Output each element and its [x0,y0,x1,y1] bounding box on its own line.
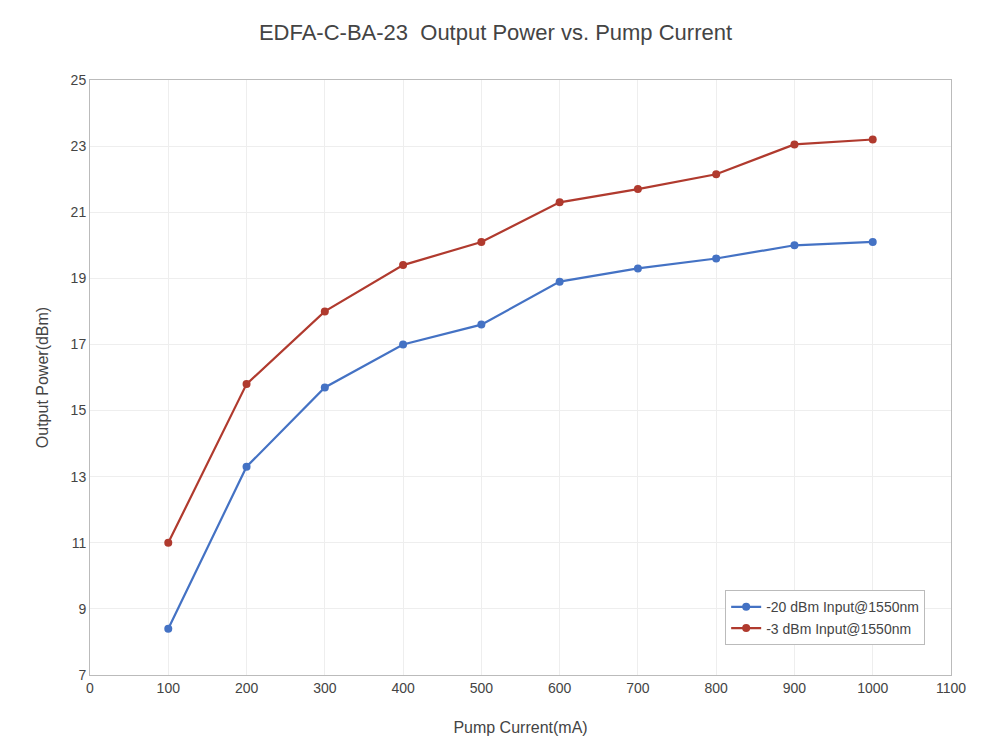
svg-text:EDFA-C-BA-23 Output Power vs.: EDFA-C-BA-23 Output Power vs. Pump Curre… [259,20,732,45]
svg-text:0: 0 [86,680,94,696]
svg-text:-3 dBm Input@1550nm: -3 dBm Input@1550nm [766,621,911,637]
svg-text:600: 600 [548,680,572,696]
svg-text:800: 800 [705,680,729,696]
svg-text:23: 23 [71,138,87,154]
svg-text:17: 17 [71,336,87,352]
svg-text:900: 900 [783,680,807,696]
svg-text:1100: 1100 [936,680,966,696]
svg-text:100: 100 [157,680,181,696]
svg-text:Output Power(dBm): Output Power(dBm) [34,307,51,448]
svg-text:13: 13 [71,469,87,485]
svg-text:300: 300 [313,680,337,696]
svg-text:19: 19 [71,270,87,286]
svg-text:700: 700 [626,680,650,696]
svg-text:9: 9 [78,601,86,617]
svg-text:1000: 1000 [857,680,888,696]
svg-text:Pump Current(mA): Pump Current(mA) [453,719,587,736]
svg-text:400: 400 [391,680,415,696]
svg-text:15: 15 [71,402,87,418]
svg-text:500: 500 [470,680,494,696]
svg-text:25: 25 [71,72,87,88]
svg-text:-20 dBm Input@1550nm: -20 dBm Input@1550nm [766,599,919,615]
svg-text:21: 21 [71,204,87,220]
svg-text:7: 7 [78,667,86,683]
svg-text:200: 200 [235,680,259,696]
svg-text:11: 11 [72,535,87,551]
